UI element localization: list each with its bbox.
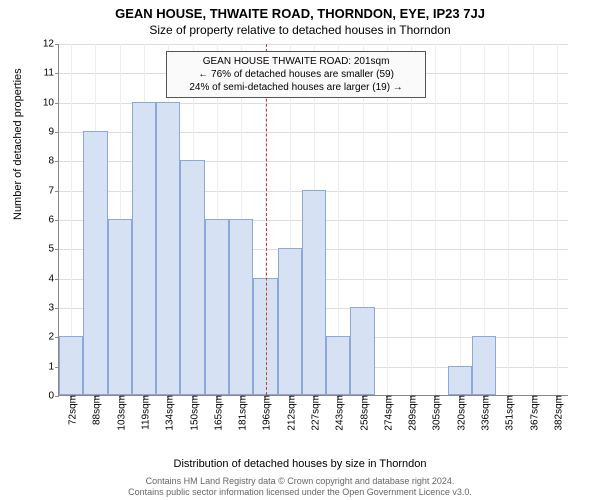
x-tick-label: 212sqm [282,395,297,431]
y-tick-mark [55,396,59,397]
chart-subtitle: Size of property relative to detached ho… [0,21,600,41]
histogram-bar [108,219,132,395]
gridline-v [508,44,509,395]
gridline-v [460,44,461,395]
histogram-bar [59,336,83,395]
x-tick-label: 119sqm [137,395,152,430]
x-tick-label: 367sqm [525,395,540,431]
y-tick-mark [55,191,59,192]
x-tick-label: 103sqm [112,395,127,431]
chart-title: GEAN HOUSE, THWAITE ROAD, THORNDON, EYE,… [0,0,600,21]
x-tick-label: 196sqm [258,395,273,431]
attribution: Contains HM Land Registry data © Crown c… [0,476,600,498]
y-tick-mark [55,279,59,280]
annotation-line: GEAN HOUSE THWAITE ROAD: 201sqm [173,55,419,68]
y-tick-mark [55,249,59,250]
x-tick-label: 134sqm [161,395,176,431]
histogram-bar [302,190,326,395]
histogram-bar [229,219,253,395]
gridline-v [533,44,534,395]
x-tick-label: 181sqm [234,395,249,431]
x-axis-label: Distribution of detached houses by size … [0,458,600,470]
y-tick-mark [55,73,59,74]
x-tick-label: 274sqm [379,395,394,431]
y-tick-mark [55,103,59,104]
histogram-bar [448,366,472,395]
x-tick-label: 336sqm [477,395,492,431]
x-tick-label: 150sqm [185,395,200,431]
x-tick-label: 289sqm [404,395,419,431]
histogram-bar [180,160,204,395]
attribution-line2: Contains public sector information licen… [0,487,600,498]
y-tick-mark [55,308,59,309]
histogram-bar [326,336,350,395]
gridline-v [557,44,558,395]
gridline-v [435,44,436,395]
x-tick-label: 243sqm [331,395,346,431]
plot-area: 012345678910111272sqm88sqm103sqm119sqm13… [58,44,568,396]
histogram-bar [350,307,374,395]
y-tick-mark [55,161,59,162]
y-axis-label: Number of detached properties [12,68,24,220]
x-tick-label: 382sqm [549,395,564,431]
annotation-box: GEAN HOUSE THWAITE ROAD: 201sqm← 76% of … [166,51,426,98]
x-tick-label: 258sqm [355,395,370,431]
histogram-bar [156,102,180,395]
histogram-bar [205,219,229,395]
annotation-line: 24% of semi-detached houses are larger (… [173,81,419,94]
y-tick-mark [55,132,59,133]
x-tick-label: 165sqm [209,395,224,431]
x-tick-label: 320sqm [452,395,467,431]
histogram-bar [278,248,302,395]
x-tick-label: 88sqm [88,395,103,425]
x-tick-label: 305sqm [428,395,443,431]
y-tick-mark [55,44,59,45]
histogram-bar [472,336,496,395]
x-tick-label: 227sqm [307,395,322,431]
histogram-bar [83,131,107,395]
x-tick-label: 351sqm [501,395,516,431]
y-tick-mark [55,220,59,221]
attribution-line1: Contains HM Land Registry data © Crown c… [0,476,600,487]
histogram-bar [132,102,156,395]
annotation-line: ← 76% of detached houses are smaller (59… [173,68,419,81]
x-tick-label: 72sqm [64,395,79,425]
